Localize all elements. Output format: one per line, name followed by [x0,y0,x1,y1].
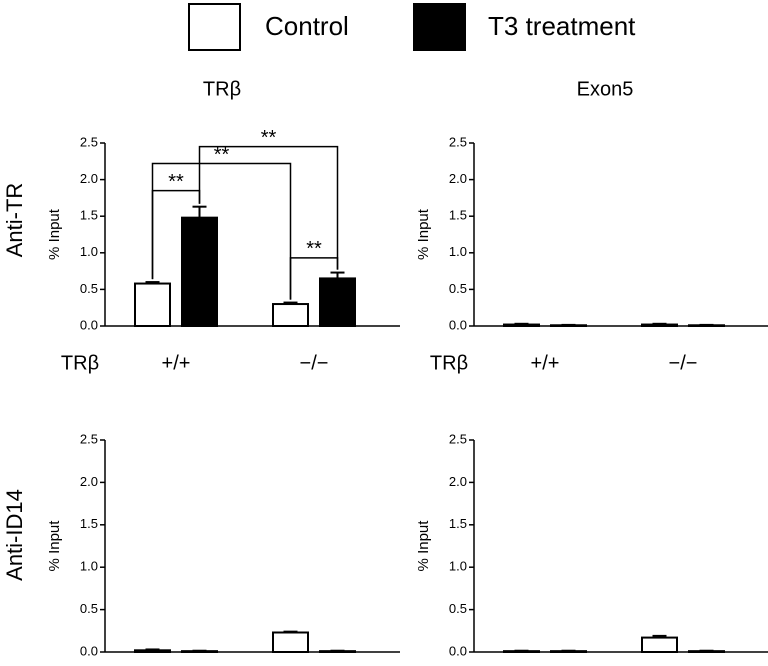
y-tick-label: 2.5 [449,134,467,149]
legend-swatch [188,3,241,51]
y-tick-label: 2.0 [80,474,98,489]
bar [319,277,356,328]
bar [272,303,309,328]
bar [272,631,309,653]
y-tick-label: 0.5 [80,281,98,296]
row-label: Anti-ID14 [2,489,27,581]
x-tick-label: +/+ [162,352,191,374]
significance-label: ** [261,127,277,149]
y-axis-label: % Input [415,208,432,260]
y-tick-label: 1.5 [449,208,467,223]
bar [134,649,171,654]
y-axis-label: % Input [46,208,63,260]
significance-label: ** [214,144,230,166]
y-tick-label: 1.0 [449,559,467,574]
bar [181,650,218,653]
y-tick-label: 2.0 [449,171,467,186]
bar [134,282,171,328]
x-axis-label: TRβ [430,352,468,374]
y-tick-label: 0.0 [80,643,98,658]
legend-swatch [413,3,466,51]
panel-title: Exon5 [577,78,634,100]
y-tick-label: 0.5 [80,601,98,616]
y-axis-label: % Input [46,520,63,572]
x-tick-label: +/+ [531,352,560,374]
y-tick-label: 1.5 [449,516,467,531]
bar [550,324,587,328]
y-tick-label: 1.5 [80,516,98,531]
y-tick-label: 1.0 [80,244,98,259]
significance-label: ** [168,171,184,193]
y-tick-label: 2.0 [80,171,98,186]
row-label: Anti-TR [2,183,27,258]
bar [503,650,540,653]
bar [550,650,587,653]
y-tick-label: 1.5 [80,208,98,223]
y-tick-label: 0.0 [80,317,98,332]
bar [181,216,218,327]
bar [688,324,725,328]
significance-bracket [151,162,292,300]
y-tick-label: 2.0 [449,474,467,489]
significance-bracket [289,257,339,300]
bar [503,323,540,328]
bar [641,636,678,653]
y-tick-label: 0.0 [449,643,467,658]
y-tick-label: 2.5 [449,431,467,446]
significance-label: ** [306,238,322,260]
x-axis-label: TRβ [61,352,99,374]
y-tick-label: 2.5 [80,431,98,446]
y-tick-label: 1.0 [449,244,467,259]
panel-title: TRβ [203,78,241,100]
y-tick-label: 1.0 [80,559,98,574]
x-tick-label: −/− [669,352,698,374]
bar [319,650,356,653]
bar [688,650,725,653]
y-tick-label: 2.5 [80,134,98,149]
x-tick-label: −/− [300,352,329,374]
legend-label: T3 treatment [488,11,636,41]
legend-label: Control [265,11,349,41]
significance-bracket [198,145,339,270]
y-tick-label: 0.5 [449,601,467,616]
y-axis-label: % Input [415,520,432,572]
y-tick-label: 0.0 [449,317,467,332]
bar [641,323,678,328]
y-tick-label: 0.5 [449,281,467,296]
